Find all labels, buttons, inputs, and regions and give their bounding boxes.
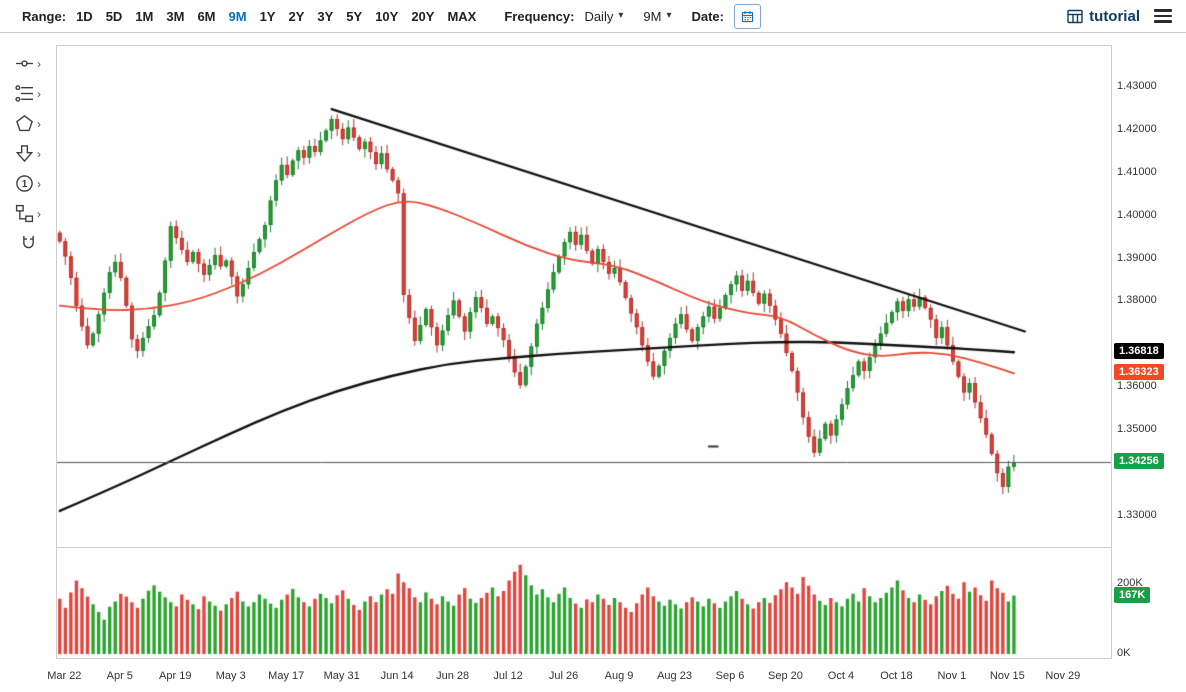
range-dropdown-value: 9M: [643, 8, 662, 24]
shapes-tool[interactable]: ›: [15, 113, 41, 134]
price-axis: 1.43000 1.42000 1.41000 1.40000 1.39000 1.380…: [1112, 45, 1186, 692]
range-option-3y[interactable]: 3Y: [317, 8, 334, 24]
date-tick-label: May 31: [323, 670, 360, 682]
price-tick-label: 1.36000: [1117, 380, 1157, 393]
chevron-right-icon: ›: [37, 176, 41, 191]
hamburger-menu-icon[interactable]: [1154, 9, 1172, 23]
date-tick-label: Sep 20: [768, 670, 803, 682]
price-tick-label: 1.33000: [1117, 509, 1157, 522]
chevron-right-icon: ›: [37, 206, 41, 221]
range-option-1y[interactable]: 1Y: [259, 8, 276, 24]
last-price-badge: 1.34256: [1114, 453, 1164, 470]
frequency-label: Frequency:: [504, 8, 575, 24]
magnet-icon: [22, 235, 34, 249]
chevron-right-icon: ›: [37, 56, 41, 71]
flowchart-tool[interactable]: ›: [15, 203, 41, 224]
chevron-right-icon: ›: [37, 116, 41, 131]
range-option-1d[interactable]: 1D: [76, 8, 93, 24]
grid-icon: [1067, 9, 1083, 23]
range-option-10y[interactable]: 10Y: [375, 8, 399, 24]
price-pane[interactable]: [56, 45, 1112, 548]
fibonacci-tool[interactable]: ›: [15, 83, 41, 104]
time-axis: Mar 22 Apr 5 Apr 19 May 3 May 17 May 31 Jun 14…: [47, 667, 1112, 689]
range-dropdown[interactable]: 9M ▾: [643, 9, 671, 24]
svg-text:1: 1: [22, 179, 28, 190]
ma-fast-badge: 1.36323: [1114, 364, 1164, 381]
ma-slow-badge: 1.36818: [1114, 343, 1164, 360]
date-tick-label: Jul 12: [493, 670, 523, 682]
date-tick-label: May 3: [215, 670, 246, 682]
date-tick-label: Jun 28: [436, 670, 470, 682]
date-tick-label: Jun 14: [380, 670, 414, 682]
range-option-9m[interactable]: 9M: [228, 8, 247, 24]
range-option-6m[interactable]: 6M: [197, 8, 216, 24]
chevron-down-icon: ▾: [618, 10, 624, 21]
last-volume-badge: 167K: [1114, 586, 1151, 603]
date-tick-label: Oct 4: [827, 670, 855, 682]
price-tick-label: 1.40000: [1117, 208, 1157, 221]
date-tick-label: Jul 26: [548, 670, 579, 682]
shapes-icon: [16, 115, 33, 132]
date-tick-label: May 17: [268, 670, 305, 682]
brand-name: tutorial: [1089, 7, 1140, 25]
calendar-icon: [741, 10, 754, 22]
number-annotation-tool[interactable]: 1 ›: [15, 173, 41, 194]
volume-tick-label: 200K: [1117, 577, 1143, 589]
volume-tick-label: 0K: [1117, 647, 1131, 659]
top-toolbar: Range: 1D 5D 1M 3M 6M 9M 1Y 2Y 3Y 5Y 10Y 20Y MAX Fre…: [0, 0, 1186, 33]
date-tick-label: Apr 19: [159, 670, 192, 682]
date-picker-button[interactable]: [733, 3, 761, 29]
price-tick-label: 1.42000: [1117, 122, 1157, 135]
date-tick-label: Aug 9: [604, 670, 634, 682]
range-option-20y[interactable]: 20Y: [411, 8, 435, 24]
price-tick-label: 1.38000: [1117, 294, 1157, 307]
drawing-toolbar: › › › › 1 › ›: [0, 53, 56, 254]
chevron-right-icon: ›: [37, 146, 41, 161]
price-tick-label: 1.41000: [1117, 165, 1157, 178]
frequency-dropdown[interactable]: Daily ▾: [584, 9, 623, 24]
chart-panes: [56, 45, 1112, 659]
date-tick-label: Mar 22: [47, 670, 82, 682]
date-tick-label: Aug 23: [657, 670, 692, 682]
date-tick-label: Nov 1: [937, 670, 967, 682]
brand-logo[interactable]: tutorial: [1067, 8, 1140, 25]
chevron-down-icon: ▾: [666, 10, 672, 21]
chevron-right-icon: ›: [37, 86, 41, 101]
price-chart-canvas[interactable]: [57, 46, 1111, 547]
chart-region: › › › › 1 › › 1.43000 1.42000 1.41000 1.40000 1.39…: [0, 33, 1186, 692]
date-tick-label: Oct 18: [880, 670, 913, 682]
range-option-5y[interactable]: 5Y: [346, 8, 363, 24]
number-one-icon: 1: [16, 175, 33, 192]
range-selector: 1D 5D 1M 3M 6M 9M 1Y 2Y 3Y 5Y 10Y 20Y MAX: [76, 9, 476, 24]
flowchart-icon: [15, 204, 34, 223]
magnet-tool[interactable]: [19, 233, 38, 254]
date-tick-label: Sep 6: [715, 670, 745, 682]
price-tick-label: 1.43000: [1117, 79, 1157, 92]
price-tick-label: 1.35000: [1117, 423, 1157, 436]
range-option-3m[interactable]: 3M: [166, 8, 185, 24]
trendline-icon: [16, 60, 33, 67]
range-option-5d[interactable]: 5D: [105, 8, 123, 24]
volume-chart-canvas[interactable]: [57, 548, 1111, 658]
range-option-2y[interactable]: 2Y: [288, 8, 305, 24]
date-tick-label: Apr 5: [106, 670, 133, 682]
date-tick-label: Nov 15: [989, 670, 1025, 682]
arrow-tool[interactable]: ›: [15, 143, 41, 164]
volume-pane[interactable]: [56, 547, 1112, 659]
frequency-value: Daily: [584, 8, 614, 24]
range-label: Range:: [22, 8, 67, 24]
date-tick-label: Nov 29: [1045, 670, 1081, 682]
range-option-max[interactable]: MAX: [447, 8, 477, 24]
range-option-1m[interactable]: 1M: [135, 8, 154, 24]
date-label: Date:: [691, 8, 724, 24]
fibonacci-icon: [15, 85, 33, 102]
arrow-down-icon: [15, 145, 34, 163]
price-tick-label: 1.39000: [1117, 251, 1157, 264]
trendline-tool[interactable]: ›: [15, 53, 41, 74]
